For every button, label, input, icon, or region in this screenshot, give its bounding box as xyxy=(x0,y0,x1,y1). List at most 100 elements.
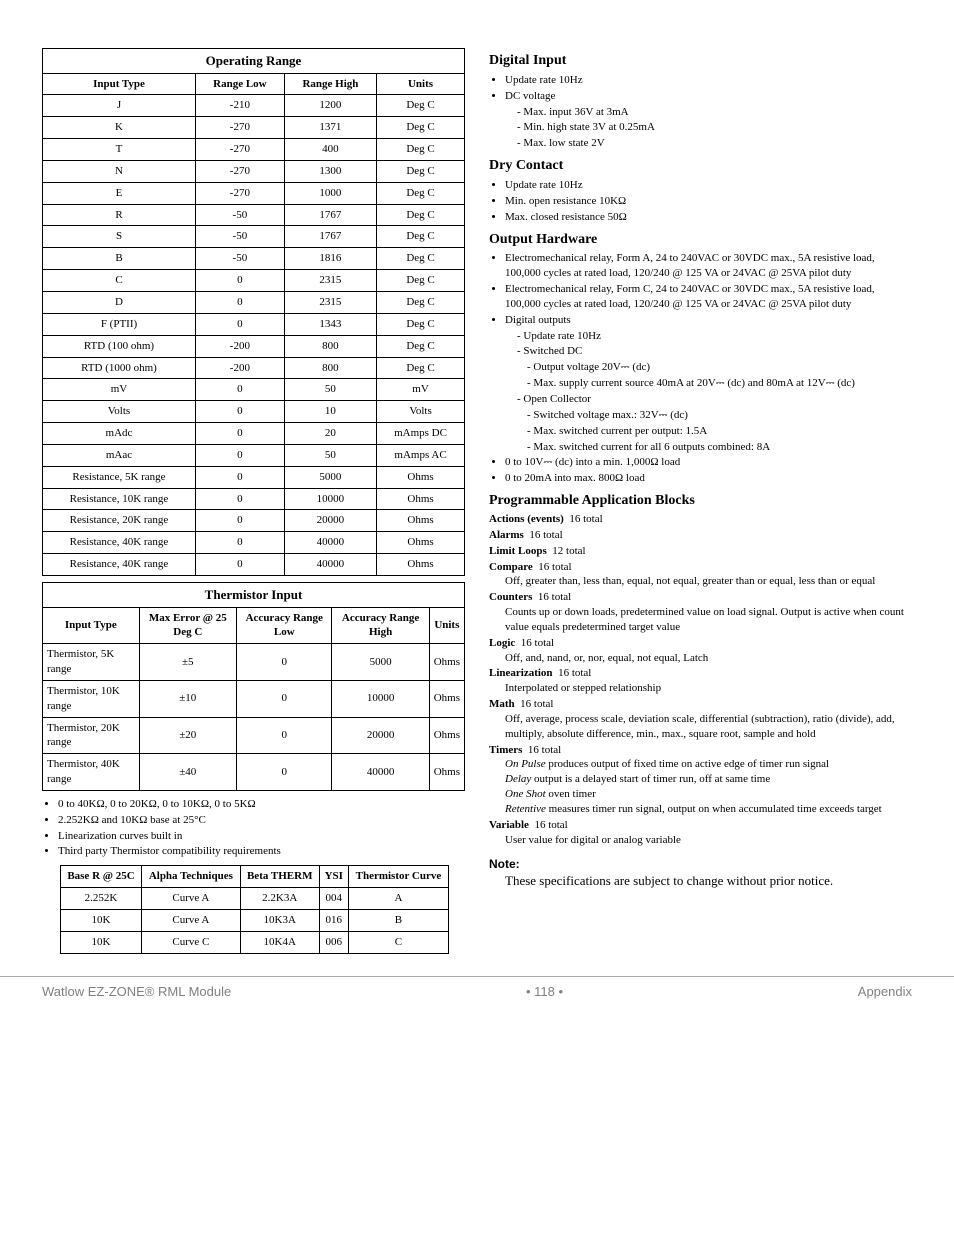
table-cell: Deg C xyxy=(377,313,465,335)
list-item: Max. low state 2V xyxy=(517,136,912,151)
table-row: mV050mV xyxy=(43,379,465,401)
pab-compare: Compare 16 total Off, greater than, less… xyxy=(489,560,912,590)
table-row: F (PTII)01343Deg C xyxy=(43,313,465,335)
pab-heading: Programmable Application Blocks xyxy=(489,492,912,511)
timer-name: One Shot xyxy=(505,788,546,800)
table-cell: 0 xyxy=(196,466,285,488)
list-item: Linearization curves built in xyxy=(58,829,465,844)
list-item: 2.252KΩ and 10KΩ base at 25°C xyxy=(58,813,465,828)
table-cell: 50 xyxy=(284,379,376,401)
thermistor-input-title: Thermistor Input xyxy=(43,582,465,607)
pab-val: 16 total xyxy=(520,698,553,710)
table-cell: 10 xyxy=(284,401,376,423)
table-cell: Deg C xyxy=(377,291,465,313)
table-row: 10KCurve C10K4A006C xyxy=(61,931,449,953)
table-cell: 10000 xyxy=(284,488,376,510)
table-header: Input Type xyxy=(43,73,196,95)
table-cell: 10K3A xyxy=(240,910,319,932)
table-cell: 1371 xyxy=(284,117,376,139)
pab-actions: Actions (events) 16 total xyxy=(489,512,912,527)
table-cell: Deg C xyxy=(377,270,465,292)
table-cell: 004 xyxy=(319,888,348,910)
table-cell: Deg C xyxy=(377,95,465,117)
table-cell: 2315 xyxy=(284,270,376,292)
pab-counters: Counters 16 total Counts up or down load… xyxy=(489,590,912,635)
note-body: These specifications are subject to chan… xyxy=(489,872,912,890)
table-cell: 400 xyxy=(284,139,376,161)
table-cell: Curve A xyxy=(142,910,241,932)
list-item: Switched DC Output voltage 20V⎓ (dc)Max.… xyxy=(517,344,912,391)
pab-val: 12 total xyxy=(552,545,585,557)
table-row: N-2701300Deg C xyxy=(43,160,465,182)
table-row: Volts010Volts xyxy=(43,401,465,423)
list-item: Digital outputs Update rate 10Hz Switche… xyxy=(505,313,912,455)
pab-logic: Logic 16 total Off, and, nand, or, nor, … xyxy=(489,636,912,666)
table-row: Resistance, 40K range040000Ohms xyxy=(43,532,465,554)
table-header: Units xyxy=(377,73,465,95)
table-cell: Ohms xyxy=(377,510,465,532)
pab-head: Logic xyxy=(489,637,515,649)
right-column: Digital Input Update rate 10Hz DC voltag… xyxy=(489,48,912,960)
pab-val: 16 total xyxy=(534,819,567,831)
table-cell: -210 xyxy=(196,95,285,117)
table-cell: F (PTII) xyxy=(43,313,196,335)
table-cell: 800 xyxy=(284,335,376,357)
table-cell: 10K xyxy=(61,931,142,953)
table-cell: 1343 xyxy=(284,313,376,335)
pab-timers: Timers 16 total On Pulse produces output… xyxy=(489,743,912,817)
footer-left: Watlow EZ-ZONE® RML Module xyxy=(42,983,231,1001)
pab-body: Interpolated or stepped relationship xyxy=(489,681,912,696)
table-cell: E xyxy=(43,182,196,204)
table-cell: Deg C xyxy=(377,117,465,139)
table-row: 2.252KCurve A2.2K3A004A xyxy=(61,888,449,910)
table-cell: Deg C xyxy=(377,226,465,248)
dry-contact-list: Update rate 10HzMin. open resistance 10K… xyxy=(489,178,912,225)
table-row: T-270400Deg C xyxy=(43,139,465,161)
table-cell: Deg C xyxy=(377,160,465,182)
table-cell: Ohms xyxy=(429,644,464,681)
pab-val: 16 total xyxy=(558,667,591,679)
pab-limits: Limit Loops 12 total xyxy=(489,544,912,559)
list-item: 0 to 40KΩ, 0 to 20KΩ, 0 to 10KΩ, 0 to 5K… xyxy=(58,797,465,812)
table-cell: 0 xyxy=(196,554,285,576)
table-cell: 40000 xyxy=(284,554,376,576)
table-cell: 0 xyxy=(196,444,285,466)
table-cell: T xyxy=(43,139,196,161)
timer-line: One Shot oven timer xyxy=(505,787,912,802)
table-cell: -270 xyxy=(196,139,285,161)
page-footer: Watlow EZ-ZONE® RML Module • 118 • Appen… xyxy=(0,976,954,1023)
table-cell: -270 xyxy=(196,117,285,139)
table-cell: Ohms xyxy=(377,554,465,576)
table-cell: Deg C xyxy=(377,357,465,379)
table-cell: -50 xyxy=(196,226,285,248)
table-cell: B xyxy=(43,248,196,270)
table-row: B-501816Deg C xyxy=(43,248,465,270)
table-cell: Ohms xyxy=(429,754,464,791)
table-row: 10KCurve A10K3A016B xyxy=(61,910,449,932)
table-cell: Deg C xyxy=(377,335,465,357)
thermistor-input-table: Thermistor Input Input TypeMax Error @ 2… xyxy=(42,582,465,791)
table-row: E-2701000Deg C xyxy=(43,182,465,204)
table-cell: J xyxy=(43,95,196,117)
pab-val: 16 total xyxy=(569,513,602,525)
list-item-label: DC voltage xyxy=(505,90,555,102)
pab-alarms: Alarms 16 total xyxy=(489,528,912,543)
table-cell: ±20 xyxy=(139,717,237,754)
table-cell: -270 xyxy=(196,182,285,204)
table-cell: 800 xyxy=(284,357,376,379)
table-cell: 016 xyxy=(319,910,348,932)
left-column: Operating Range Input TypeRange LowRange… xyxy=(42,48,465,960)
operating-range-title: Operating Range xyxy=(43,49,465,74)
table-row: Resistance, 40K range040000Ohms xyxy=(43,554,465,576)
table-header: Alpha Techniques xyxy=(142,866,241,888)
table-row: C02315Deg C xyxy=(43,270,465,292)
table-cell: 50 xyxy=(284,444,376,466)
table-cell: mAmps AC xyxy=(377,444,465,466)
timer-line: On Pulse produces output of fixed time o… xyxy=(505,757,912,772)
table-cell: B xyxy=(348,910,448,932)
table-cell: Curve A xyxy=(142,888,241,910)
table-cell: Ohms xyxy=(429,680,464,717)
list-item-label: Digital outputs xyxy=(505,314,571,326)
table-cell: mV xyxy=(43,379,196,401)
table-header: Range High xyxy=(284,73,376,95)
